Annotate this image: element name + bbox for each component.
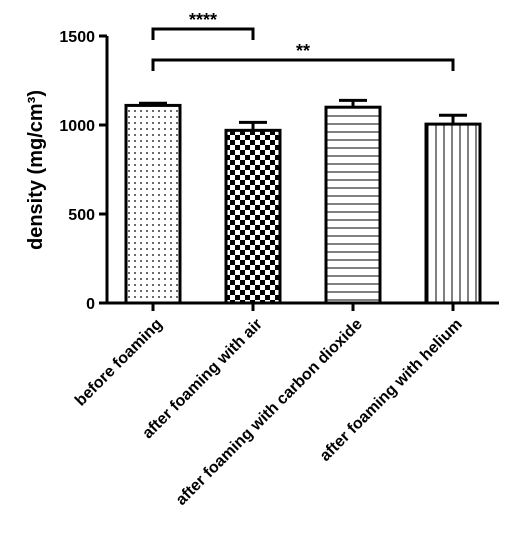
significance-label: ** bbox=[296, 41, 310, 61]
significance-bracket bbox=[151, 58, 455, 71]
bar bbox=[224, 128, 282, 305]
x-category-label: before foaming bbox=[72, 316, 166, 410]
bar bbox=[424, 122, 482, 305]
bar bbox=[124, 103, 182, 305]
bar bbox=[324, 105, 382, 305]
y-tick-label: 0 bbox=[86, 296, 95, 313]
significance-brackets: ****** bbox=[151, 10, 455, 71]
y-tick-label: 1000 bbox=[59, 118, 95, 135]
y-tick-label: 500 bbox=[68, 207, 95, 224]
significance-bracket bbox=[151, 27, 255, 40]
x-category-label: after foaming with carbon dioxide bbox=[173, 316, 366, 509]
y-tick-label: 1500 bbox=[59, 29, 95, 46]
significance-label: **** bbox=[189, 10, 217, 30]
y-axis-title: density (mg/cm³) bbox=[25, 90, 47, 250]
bars bbox=[124, 98, 482, 311]
